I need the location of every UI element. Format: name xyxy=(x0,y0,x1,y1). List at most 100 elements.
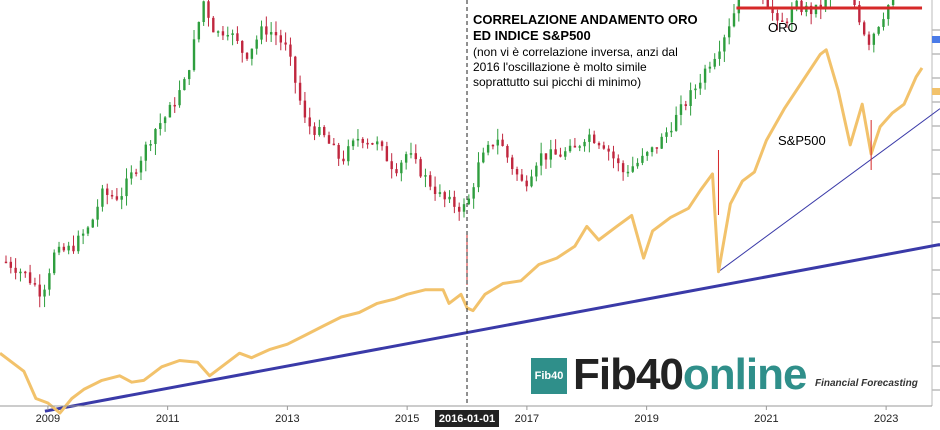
gold-candle xyxy=(858,5,861,23)
gold-candle xyxy=(255,39,258,49)
gold-candle xyxy=(14,267,17,273)
gold-candle xyxy=(457,206,461,212)
gold-candle xyxy=(467,198,471,205)
gold-candle xyxy=(380,141,384,147)
gold-candle xyxy=(38,284,41,297)
gold-candle xyxy=(482,152,485,163)
gold-series-label: ORO xyxy=(768,20,798,35)
gold-candle xyxy=(429,175,432,187)
chart-note: (non vi è correlazione inversa, anzi dal… xyxy=(473,45,678,89)
gold-candle xyxy=(727,26,731,38)
gold-candle xyxy=(154,129,157,145)
gold-candle xyxy=(390,161,393,170)
support-trendline xyxy=(44,243,940,413)
gold-candle xyxy=(269,32,273,35)
gold-candle xyxy=(163,117,167,124)
gold-candle xyxy=(515,169,519,175)
gold-candle xyxy=(520,174,524,181)
gold-candle xyxy=(139,160,143,173)
gold-candle xyxy=(583,141,586,147)
gold-candle xyxy=(665,132,668,137)
gold-candle xyxy=(400,162,403,174)
gold-candle xyxy=(588,134,591,142)
gold-candle xyxy=(621,163,625,173)
gold-candle xyxy=(351,140,355,147)
brand-tagline: Financial Forecasting xyxy=(815,378,918,389)
gold-candle xyxy=(294,56,297,83)
gold-candle xyxy=(877,26,880,34)
gold-candle xyxy=(511,157,514,170)
x-tick-label: 2019 xyxy=(634,413,658,425)
gold-candle xyxy=(530,176,533,187)
date-badge xyxy=(435,410,500,427)
gold-candle xyxy=(356,138,360,141)
gold-candle xyxy=(72,245,75,252)
gold-candle xyxy=(872,33,876,45)
x-tick-label: 2021 xyxy=(754,413,778,425)
gold-candle xyxy=(57,246,61,253)
gold-candle xyxy=(91,219,94,228)
sp500-line xyxy=(0,48,924,415)
gold-candle xyxy=(207,1,210,18)
gold-candle xyxy=(279,35,283,43)
gold-candle xyxy=(790,8,794,23)
gold-candle xyxy=(115,196,119,200)
gold-candle xyxy=(168,104,172,118)
x-tick-label: 2009 xyxy=(36,413,60,425)
gold-candle xyxy=(245,52,249,59)
x-tick-label: 2017 xyxy=(515,413,539,425)
gold-candle xyxy=(641,155,644,163)
gold-candle xyxy=(617,158,620,164)
gold-candle xyxy=(33,283,37,285)
gold-candle xyxy=(303,100,307,118)
gold-candle xyxy=(134,172,138,174)
gold-candle xyxy=(564,151,567,157)
gold-candle xyxy=(800,0,803,13)
gold-candle xyxy=(110,194,114,197)
gold-candle xyxy=(491,144,495,147)
gold-candle xyxy=(612,151,615,159)
gold-candle xyxy=(318,127,321,135)
gold-candle xyxy=(660,136,663,149)
gold-candle xyxy=(578,146,581,148)
chart-annotation: CORRELAZIONE ANDAMENTO ORO ED INDICE S&P… xyxy=(473,12,713,90)
x-tick-label: 2013 xyxy=(275,413,299,425)
gold-candle xyxy=(867,34,871,45)
gold-candle xyxy=(265,26,268,35)
gold-candle xyxy=(212,17,215,33)
gold-candle xyxy=(597,143,601,146)
gold-candle xyxy=(327,135,331,144)
gold-candle xyxy=(646,152,649,156)
gold-candle xyxy=(496,139,499,146)
gold-candle xyxy=(853,0,856,6)
gold-candle xyxy=(62,246,66,251)
gold-candle xyxy=(544,153,548,160)
gold-candle xyxy=(4,261,8,264)
gold-candle xyxy=(332,143,336,146)
gold-candle xyxy=(202,1,205,23)
gold-candle xyxy=(506,145,509,158)
gold-candle xyxy=(313,126,316,135)
gold-candle xyxy=(631,166,634,172)
brand-name-part1: Fib40 xyxy=(573,350,684,399)
gold-candle xyxy=(559,154,562,157)
gold-candle xyxy=(438,192,442,195)
gold-candle xyxy=(573,145,577,148)
gold-candle xyxy=(236,33,239,41)
gold-candle xyxy=(689,90,692,106)
gold-candle xyxy=(231,33,234,35)
x-tick-label: 2015 xyxy=(395,413,419,425)
gold-candle xyxy=(477,162,480,188)
gold-price-marker xyxy=(932,36,940,43)
gold-candle xyxy=(819,4,822,9)
gold-candle xyxy=(824,0,827,9)
gold-candle xyxy=(376,141,379,145)
gold-candle xyxy=(149,144,152,146)
gold-candle xyxy=(284,42,287,45)
gold-candle xyxy=(9,261,13,268)
gold-candle xyxy=(674,114,678,131)
gold-candle xyxy=(86,227,90,234)
gold-candle xyxy=(626,171,630,174)
gold-candle xyxy=(342,158,345,162)
